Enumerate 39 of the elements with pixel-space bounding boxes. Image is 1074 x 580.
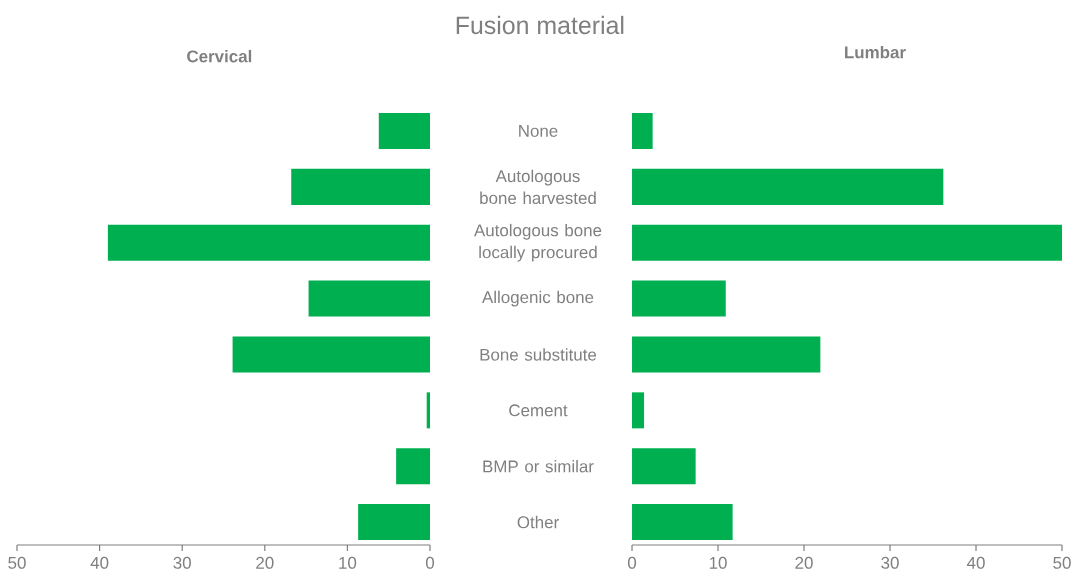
x-tick-label: 40 [90, 556, 109, 569]
bar [107, 224, 430, 261]
chart-title: Cervical [187, 49, 252, 63]
bar [632, 504, 733, 541]
x-tick-label: 40 [966, 556, 985, 569]
bar [632, 392, 645, 429]
x-tick-label: 0 [425, 556, 435, 569]
y-tick-label: Other [517, 515, 559, 529]
y-tick-label: Allogenic bone [482, 290, 594, 307]
bar [632, 280, 726, 317]
bar [291, 168, 430, 205]
x-tick-label: 20 [795, 556, 813, 569]
y-tick-label: Autologous bone locally procured [474, 223, 602, 262]
x-tick-label: 10 [709, 556, 727, 569]
bar [358, 504, 430, 541]
bar [426, 392, 430, 429]
y-tick-label: Bone substitute [480, 348, 597, 361]
bar [232, 336, 430, 373]
text: Fusion material [456, 15, 624, 35]
y-tick-label: BMP or similar [483, 460, 594, 473]
x-tick-label: 30 [881, 556, 899, 569]
x-tick-label: 0 [627, 556, 637, 569]
y-tick-label: Autologous bone harvested [480, 169, 596, 205]
x-tick-label: 50 [8, 556, 26, 569]
x-tick-label: 30 [173, 556, 191, 569]
bar [632, 448, 696, 485]
bar [632, 224, 1063, 261]
bar [632, 336, 821, 373]
y-tick-label: Cement [509, 404, 568, 417]
bar [308, 280, 430, 317]
x-tick-label: 50 [1053, 556, 1071, 569]
x-tick-label: 20 [256, 556, 274, 569]
y-tick-label: None [519, 125, 558, 137]
x-tick-label: 10 [339, 556, 357, 569]
chart-title: Lumbar [845, 45, 906, 59]
bar [396, 448, 430, 485]
bar [632, 168, 944, 205]
bar [378, 113, 430, 150]
bar [632, 113, 653, 150]
